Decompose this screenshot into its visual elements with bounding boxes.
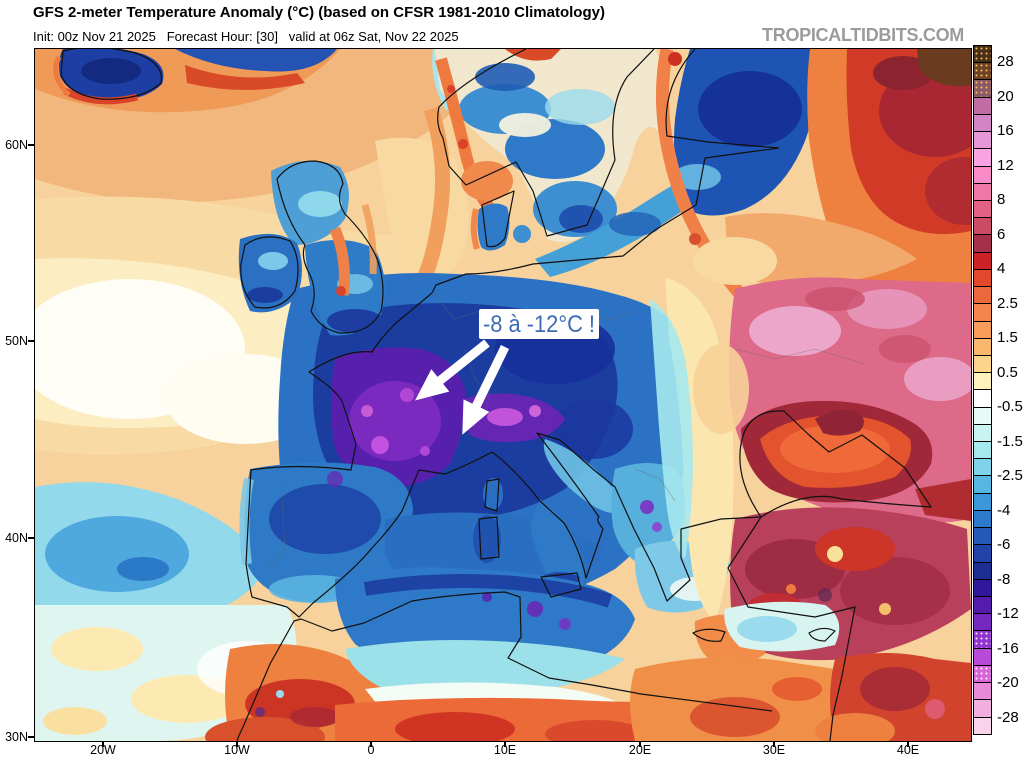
colorbar-label: 2.5 bbox=[997, 294, 1018, 312]
colorbar-cell bbox=[974, 200, 991, 218]
colorbar-cell bbox=[974, 338, 991, 355]
lon-label: 40E bbox=[896, 743, 920, 757]
colorbar-cell bbox=[974, 149, 991, 166]
colorbar-cell bbox=[974, 321, 991, 338]
colorbar-cell bbox=[974, 510, 991, 528]
colorbar-label: -8 bbox=[997, 570, 1011, 588]
lon-label: 10W bbox=[224, 743, 250, 757]
colorbar-cell bbox=[974, 700, 991, 717]
colorbar-cell bbox=[974, 46, 991, 63]
colorbar-label: 4 bbox=[997, 260, 1006, 278]
colorbar-label: 28 bbox=[997, 53, 1014, 71]
colorbar-cell bbox=[974, 562, 991, 579]
colorbar-labels: 28 20 16 12 8 6 4 2.5 1.5 0.5 -0.5 -1.5 -2.5 -4 -6 -8 -1… bbox=[997, 45, 1024, 735]
colorbar-cell bbox=[974, 235, 991, 252]
colorbar-cell bbox=[974, 97, 991, 114]
colorbar-label: 0.5 bbox=[997, 363, 1018, 381]
colorbar-cell bbox=[974, 166, 991, 183]
colorbar-label: -2.5 bbox=[997, 467, 1023, 485]
colorbar-cell bbox=[974, 252, 991, 269]
colorbar-label: -4 bbox=[997, 501, 1011, 519]
site-watermark: TROPICALTIDBITS.COM bbox=[762, 25, 964, 45]
colorbar-label: -1.5 bbox=[997, 432, 1023, 450]
lat-label: 40N bbox=[5, 531, 28, 545]
colorbar-cell bbox=[974, 648, 991, 665]
colorbar-label: -0.5 bbox=[997, 398, 1023, 416]
colorbar-label: -28 bbox=[997, 708, 1019, 726]
lon-label: 20W bbox=[90, 743, 116, 757]
colorbar-cell bbox=[974, 717, 991, 734]
colorbar-cell bbox=[974, 63, 991, 80]
colorbar-label: 6 bbox=[997, 225, 1006, 243]
colorbar-label: -12 bbox=[997, 605, 1019, 623]
colorbar-cell bbox=[974, 424, 991, 442]
colorbar-cell bbox=[974, 459, 991, 476]
lat-label: 30N bbox=[5, 730, 28, 744]
colorbar-cell bbox=[974, 442, 991, 459]
annotation-arrow-left bbox=[415, 339, 490, 401]
colorbar-cell bbox=[974, 183, 991, 200]
annotation-arrow-right bbox=[462, 345, 510, 435]
colorbar-cell bbox=[974, 493, 991, 510]
colorbar-cell bbox=[974, 218, 991, 235]
colorbar-cell bbox=[974, 683, 991, 700]
lon-label: 20E bbox=[628, 743, 652, 757]
colorbar-cell bbox=[974, 373, 991, 390]
colorbar-label: -6 bbox=[997, 536, 1011, 554]
lon-label: 30E bbox=[762, 743, 786, 757]
annotation-text: -8 à -12°C ! bbox=[483, 311, 595, 338]
colorbar-cell bbox=[974, 614, 991, 631]
anomaly-map: -8 à -12°C ! bbox=[34, 48, 972, 742]
colorbar-cell bbox=[974, 545, 991, 562]
colorbar-label: 20 bbox=[997, 87, 1014, 105]
lat-label: 50N bbox=[5, 334, 28, 348]
colorbar-cell bbox=[974, 665, 991, 683]
colorbar-cell bbox=[974, 631, 991, 648]
colorbar-cell bbox=[974, 269, 991, 287]
colorbar-label: -16 bbox=[997, 639, 1019, 657]
colorbar-cell bbox=[974, 132, 991, 149]
colorbar-label: 16 bbox=[997, 122, 1014, 140]
lon-label: 0 bbox=[367, 743, 375, 757]
lon-label: 10E bbox=[493, 743, 517, 757]
colorbar-cell bbox=[974, 407, 991, 424]
page-title: GFS 2-meter Temperature Anomaly (°C) (ba… bbox=[33, 4, 605, 21]
colorbar-cell bbox=[974, 390, 991, 407]
colorbar-label: 12 bbox=[997, 156, 1014, 174]
anomaly-map-image: -8 à -12°C ! bbox=[35, 49, 971, 741]
colorbar-cell bbox=[974, 476, 991, 493]
colorbar-cell bbox=[974, 528, 991, 545]
colorbar-cell bbox=[974, 304, 991, 321]
model-run-info: Init: 00z Nov 21 2025 Forecast Hour: [30… bbox=[33, 29, 459, 44]
colorbar-cells bbox=[973, 45, 992, 735]
colorbar-label: 1.5 bbox=[997, 329, 1018, 347]
annotation-group: -8 à -12°C ! bbox=[415, 309, 599, 435]
colorbar-label: -20 bbox=[997, 674, 1019, 692]
colorbar-cell bbox=[974, 287, 991, 304]
colorbar-cell bbox=[974, 579, 991, 596]
colorbar-cell bbox=[974, 355, 991, 373]
colorbar-cell bbox=[974, 114, 991, 132]
lat-label: 60N bbox=[5, 138, 28, 152]
colorbar-cell bbox=[974, 80, 991, 97]
colorbar-label: 8 bbox=[997, 191, 1006, 209]
annotation-box bbox=[479, 309, 599, 339]
colorbar-cell bbox=[974, 597, 991, 614]
